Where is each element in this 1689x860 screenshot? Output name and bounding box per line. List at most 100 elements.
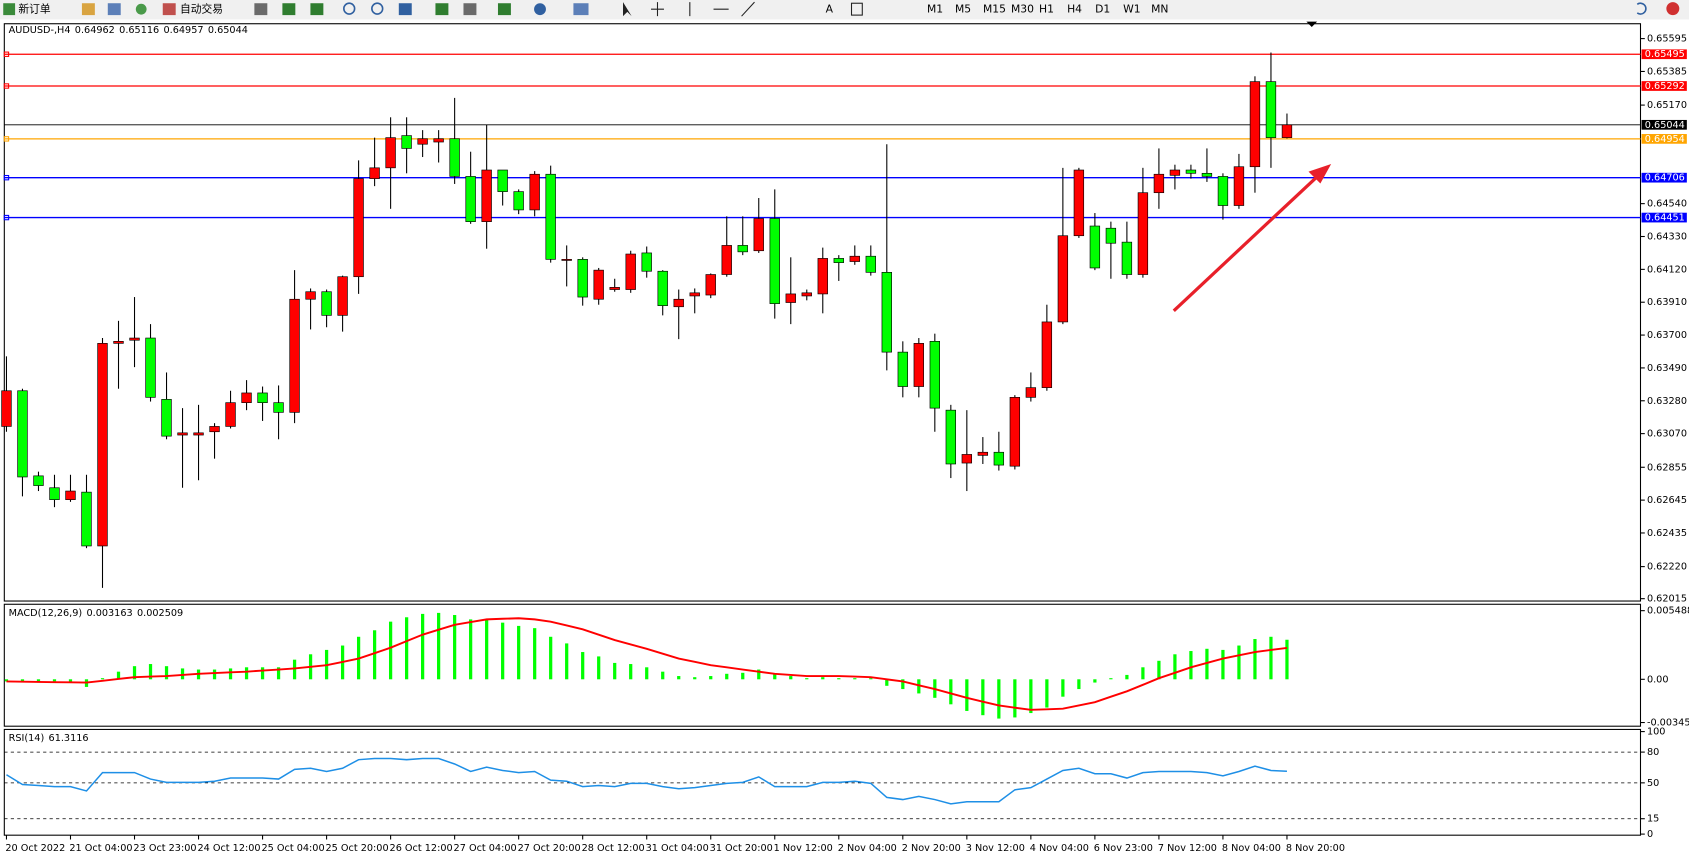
macd-bar [36,679,41,682]
bid-label: 0.65044 [1645,120,1685,131]
timeframe-button[interactable]: M15 [983,3,1006,16]
icon[interactable] [282,3,296,16]
icon[interactable] [81,3,95,16]
indicator-value: 0.65044 [208,25,248,36]
icon[interactable] [534,3,546,16]
candle-body [225,402,236,427]
icon[interactable] [398,3,412,16]
timeframe-button[interactable]: M5 [955,3,971,16]
timeframe-button[interactable]: M1 [927,3,943,16]
icon[interactable] [689,1,755,17]
candle-body [1169,169,1181,176]
candle-body [465,176,476,222]
y-tick-label: 0.005488 [1647,606,1689,617]
y-tick-label: 0.64120 [1647,264,1687,275]
candle-body [97,343,108,547]
candle-body [1105,227,1117,244]
macd-bar [981,679,985,716]
y-tick-label: -0.003457 [1647,718,1689,729]
icon[interactable] [162,3,176,16]
indicator-value: 0.64962 [75,25,115,36]
timeframe-button[interactable]: M30 [1011,3,1034,16]
timeframe-button[interactable]: H4 [1067,3,1082,16]
price-label: 0.65292 [1645,81,1685,92]
candle-body [897,351,908,387]
x-tick-label: 1 Nov 12:00 [774,843,833,854]
candle-body [961,454,973,464]
icon[interactable] [573,3,589,16]
candle-body [449,138,460,177]
candle-body [1249,81,1261,168]
y-tick-label: 0.63910 [1647,297,1687,308]
macd-bar [164,666,169,680]
timeframe-button[interactable]: MN [1151,3,1168,16]
icon[interactable] [254,3,268,16]
price-line-marker [3,174,10,181]
candle-body [257,392,268,403]
candle-body [561,259,572,261]
toolbar-button[interactable]: 新订单 [18,3,51,16]
macd-bar [421,613,425,680]
macd-bar [901,679,905,690]
candle-body [1281,124,1293,138]
macd-bar [1157,660,1161,680]
icon-text[interactable]: A [826,3,834,16]
icon[interactable] [435,3,449,16]
icon[interactable] [850,2,863,16]
y-tick-label: 0.65170 [1647,100,1687,111]
candle-body [977,451,989,456]
macd-bar [821,677,825,680]
toolbar-button[interactable]: 自动交易 [180,3,223,16]
icon[interactable] [371,2,384,15]
timeframe-button[interactable]: W1 [1123,3,1140,16]
icon[interactable] [107,3,121,16]
icon[interactable] [463,3,477,16]
candle-body [177,432,188,436]
candle-body [1041,321,1053,388]
candle-body [401,135,412,149]
candle-body [513,191,524,211]
icon[interactable] [497,3,511,16]
candle-body [1073,169,1085,237]
price-label-bg [1641,172,1687,183]
toolbar [0,0,1689,20]
icon[interactable] [135,3,147,15]
timeframe-button[interactable]: D1 [1095,3,1110,16]
y-tick-label: 0.62645 [1647,495,1687,506]
macd-bar [725,673,729,680]
macd-bar [869,678,873,680]
icon[interactable] [310,3,324,16]
candle-body [593,269,604,300]
macd-bar [180,668,185,680]
candle-body [17,390,28,478]
y-tick-label: 0.62855 [1647,462,1687,473]
y-tick-label: 0.63490 [1647,363,1687,374]
icon[interactable] [1636,2,1647,15]
macd-bar [132,666,137,680]
macd-bar [212,669,217,680]
candle-body [577,259,588,298]
price-label: 0.64954 [1645,134,1685,145]
macd-bar [997,679,1001,719]
indicator-value: 0.002509 [137,608,183,619]
macd-bar [388,621,393,680]
macd-bar [1029,679,1033,714]
candle-body [1185,169,1197,174]
candle-body [1121,241,1133,275]
x-tick-label: 7 Nov 12:00 [1158,843,1217,854]
bid-label-bg [1641,119,1687,130]
indicator-name: RSI(14) [9,733,45,744]
icon[interactable] [3,3,16,16]
indicator-value: 0.64957 [164,25,204,36]
candle-body [65,490,76,500]
timeframe-button[interactable]: H1 [1039,3,1054,16]
icon[interactable] [343,2,356,15]
candle-body [945,409,957,465]
icon[interactable] [651,2,664,17]
candle-body [161,399,172,437]
candle-body [81,491,92,547]
candle-body [49,487,60,500]
price-label: 0.65495 [1645,49,1685,60]
indicator-value: 61.3116 [49,733,89,744]
icon[interactable] [1666,2,1680,16]
